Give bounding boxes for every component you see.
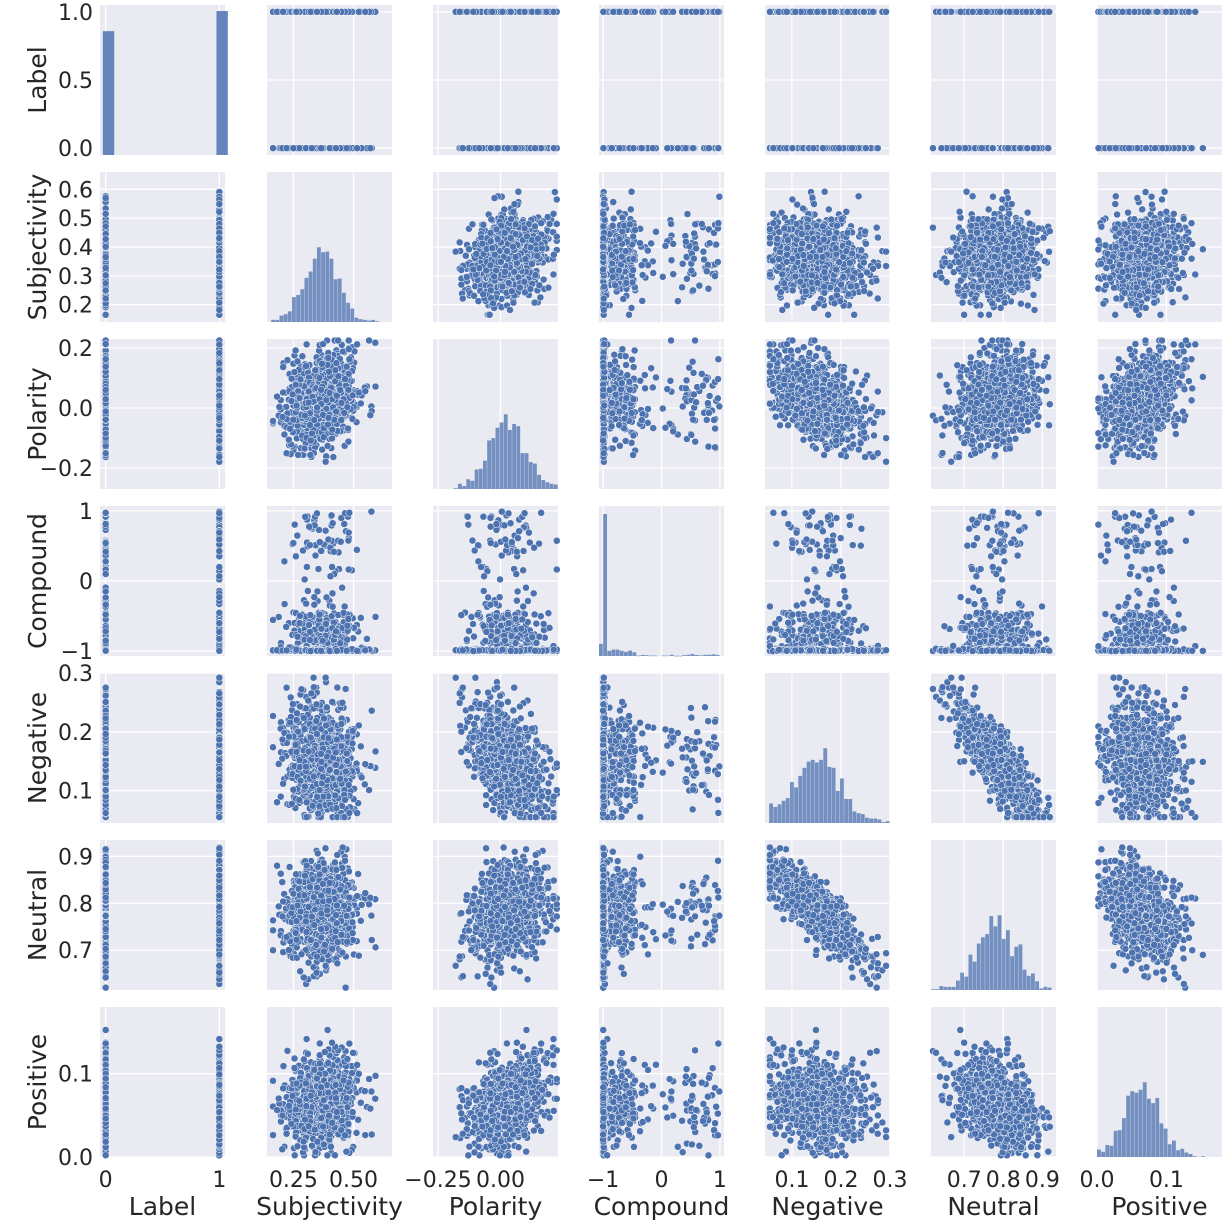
hist-bar — [216, 11, 227, 155]
scatter-point — [280, 8, 287, 15]
panel-grid — [100, 5, 1222, 1159]
scatter-point — [367, 145, 374, 152]
scatter-point — [270, 145, 277, 152]
panel-label-vs-subjectivity — [267, 5, 392, 155]
hist-bar — [103, 31, 114, 155]
panel-label-vs-label — [100, 5, 228, 155]
scatter-point — [362, 8, 369, 15]
scatter-point — [355, 8, 362, 15]
scatter-point — [354, 145, 361, 152]
pairplot-figure: 0.00.51.00.20.30.40.50.6−0.20.00.2−1010.… — [0, 0, 1225, 1224]
